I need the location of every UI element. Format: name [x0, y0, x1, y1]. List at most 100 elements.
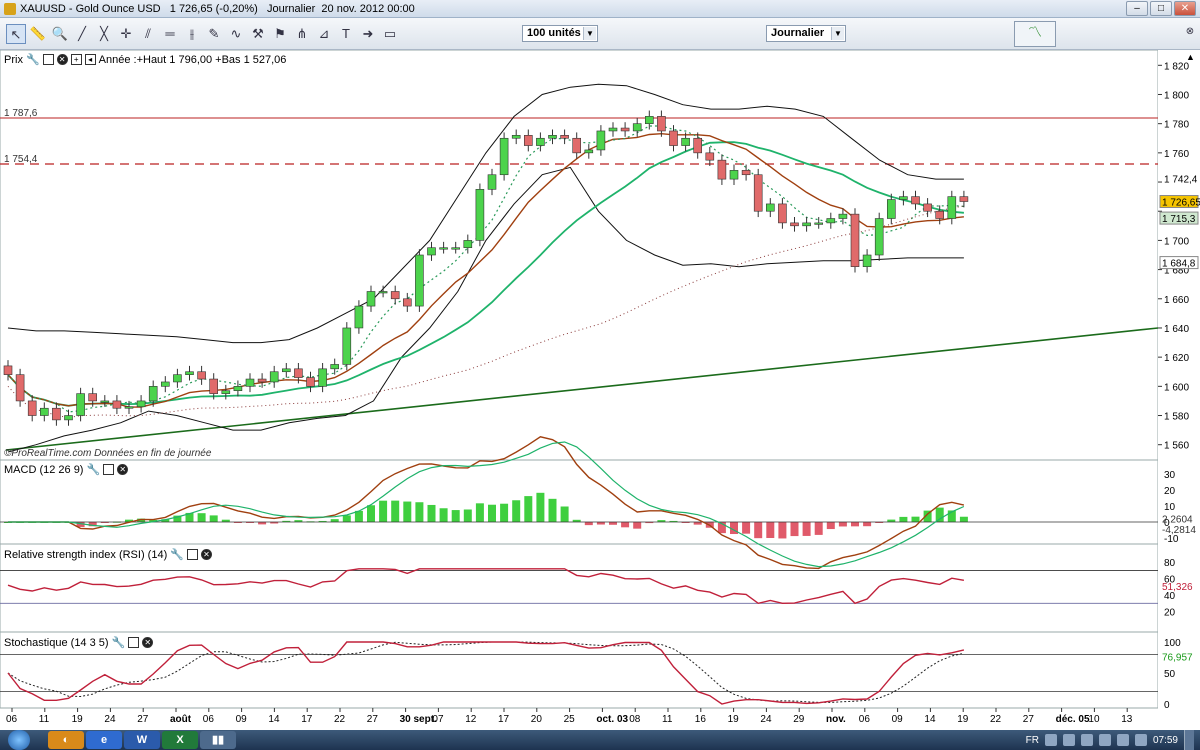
- screener-icon[interactable]: 〽: [1014, 21, 1056, 47]
- taskbar-app-word[interactable]: W: [124, 731, 160, 749]
- candle-body: [729, 170, 739, 180]
- price-panel-label: Prix: [4, 53, 23, 66]
- macd-histogram-bar: [415, 502, 424, 522]
- candle-body: [705, 152, 715, 161]
- crosshair-icon[interactable]: ✛: [120, 26, 132, 41]
- price-tick-label: 1 600: [1164, 382, 1189, 393]
- close-icon[interactable]: ✕: [142, 637, 154, 648]
- arrow-icon[interactable]: ➜: [362, 26, 374, 41]
- channel-icon[interactable]: ⫽: [145, 26, 151, 41]
- candle-body: [693, 137, 703, 154]
- tray-icon[interactable]: [1044, 734, 1057, 746]
- macd-histogram-bar: [935, 507, 944, 522]
- macd-histogram-bar: [911, 516, 920, 522]
- taskbar-app-prorealtime[interactable]: ▮▮: [200, 731, 236, 749]
- minimize-button[interactable]: –: [1126, 1, 1148, 16]
- pointer-icon[interactable]: ↖: [6, 24, 26, 44]
- candle-body: [463, 240, 473, 249]
- pin-icon[interactable]: ⊗: [1185, 26, 1195, 37]
- wrench-icon[interactable]: 🔧: [25, 54, 40, 66]
- tray-icon[interactable]: [1062, 734, 1075, 746]
- tray-icon[interactable]: [1116, 734, 1129, 746]
- language-indicator[interactable]: FR: [1025, 734, 1039, 746]
- rsi-tick-label: 60: [1164, 575, 1176, 586]
- date-tick-label: 08: [629, 714, 641, 725]
- date-tick-label: 22: [334, 714, 346, 725]
- rect-icon[interactable]: ▭: [383, 26, 397, 41]
- macd-histogram-bar: [258, 522, 267, 525]
- macd-line: [8, 436, 965, 570]
- close-button[interactable]: ✕: [1174, 1, 1196, 16]
- date-tick-label: août: [170, 714, 192, 725]
- candle-body: [947, 196, 957, 219]
- macd-histogram-bar: [863, 522, 872, 527]
- window-titlebar: XAUUSD - Gold Ounce USD 1 726,65 (-0,20%…: [0, 0, 1200, 18]
- vline-icon[interactable]: ⫲: [189, 26, 195, 41]
- wrench-icon[interactable]: 🔧: [170, 549, 184, 561]
- tray-icon[interactable]: [1098, 734, 1111, 746]
- maximize-button[interactable]: □: [1150, 1, 1172, 16]
- macd-tick-label: 30: [1164, 470, 1176, 481]
- hline-icon[interactable]: ═: [165, 26, 175, 41]
- add-icon[interactable]: +: [70, 54, 82, 65]
- taskbar-app-vlc[interactable]: ◐: [48, 731, 84, 749]
- date-tick-label: 06: [6, 714, 18, 725]
- window-icon[interactable]: [103, 464, 115, 475]
- macd-histogram-bar: [88, 522, 97, 527]
- macd-histogram-bar: [439, 508, 448, 522]
- tools-icon[interactable]: ✎: [208, 26, 220, 41]
- price-marker-box: [1159, 256, 1199, 270]
- taskbar-app-ie[interactable]: e: [86, 731, 122, 749]
- start-button[interactable]: [8, 730, 30, 750]
- wrench-icon[interactable]: 🔧: [86, 464, 101, 476]
- stoch-panel-label: Stochastique (14 3 5): [4, 636, 109, 649]
- date-tick-label: oct. 03: [596, 714, 628, 725]
- macd-histogram-bar: [645, 522, 654, 524]
- window-icon[interactable]: [128, 637, 140, 648]
- show-desktop-button[interactable]: [1184, 730, 1194, 750]
- pitchfork-icon[interactable]: ⋔: [296, 26, 308, 41]
- candle-body: [717, 159, 727, 180]
- tray-icon[interactable]: [1080, 734, 1093, 746]
- zoom-icon[interactable]: 🔍: [51, 26, 69, 41]
- text-icon[interactable]: T: [342, 26, 350, 41]
- tray-icon[interactable]: [1134, 734, 1147, 746]
- ruler-icon[interactable]: 📏: [29, 26, 47, 41]
- period-select[interactable]: Journalier ▼: [766, 25, 846, 42]
- macd-histogram-bar: [451, 510, 460, 522]
- wrench-icon[interactable]: 🔧: [111, 637, 126, 649]
- arrow-left-icon[interactable]: ◂: [84, 54, 96, 65]
- macd-histogram-bar: [657, 520, 666, 522]
- close-icon[interactable]: ✕: [56, 54, 68, 65]
- trend-icon[interactable]: ⚒: [252, 26, 264, 41]
- macd-histogram-bar: [233, 522, 242, 523]
- chevron-down-icon: ▼: [583, 27, 596, 40]
- close-icon[interactable]: ✕: [200, 549, 212, 560]
- hammer-icon[interactable]: ⚑: [274, 26, 286, 41]
- candle-body: [826, 218, 836, 224]
- units-select[interactable]: 100 unités ▼: [522, 25, 598, 42]
- gann-icon[interactable]: ⊿: [318, 26, 330, 41]
- macd-histogram-bar: [149, 519, 158, 522]
- fib-icon[interactable]: ╳: [100, 26, 108, 41]
- bollinger-bands: [7, 83, 964, 453]
- candle-body: [185, 371, 194, 375]
- window-icon[interactable]: [42, 54, 54, 65]
- candle-body: [874, 218, 884, 256]
- line-icon[interactable]: ╱: [78, 26, 86, 41]
- window-title: XAUUSD - Gold Ounce USD 1 726,65 (-0,20%…: [20, 2, 415, 15]
- macd-histogram-bar: [875, 522, 884, 523]
- chart-area[interactable]: 1 820 1 800 1 780 1 760 1 742,4 1 700 1 680 1 6…: [0, 50, 1200, 730]
- close-icon[interactable]: ✕: [117, 464, 129, 475]
- wave-icon[interactable]: ∿: [230, 26, 242, 41]
- macd-histogram-bar: [354, 510, 363, 522]
- scroll-up-icon[interactable]: ▲: [1186, 52, 1195, 62]
- macd-histogram-bar: [500, 503, 509, 522]
- candle-body: [487, 174, 497, 190]
- taskbar-app-excel[interactable]: X: [162, 731, 198, 749]
- trend-line[interactable]: [5, 327, 1159, 451]
- date-tick-label: 10: [1088, 714, 1100, 725]
- window-icon[interactable]: [186, 549, 198, 560]
- candle-body: [378, 291, 388, 294]
- macd-histogram-bar: [899, 516, 908, 522]
